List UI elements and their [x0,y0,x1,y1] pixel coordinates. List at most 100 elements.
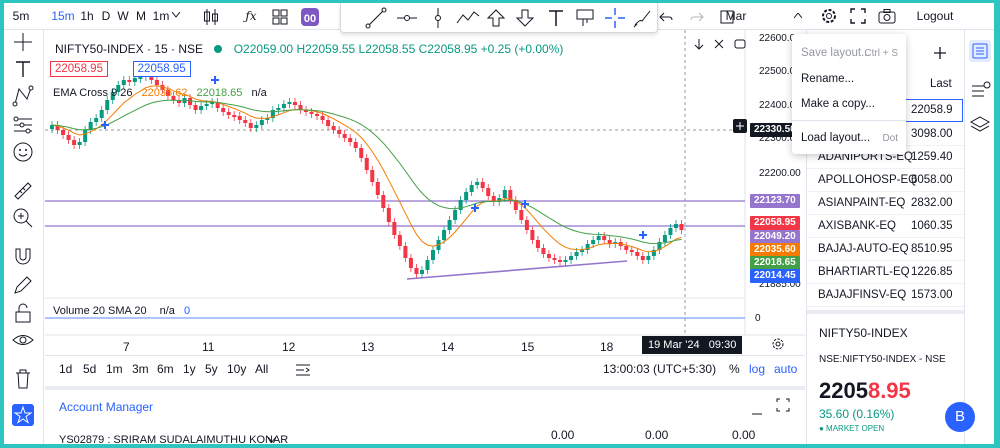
watchlist-row[interactable]: BHARTIARTL-EQ 1226.85 [807,261,965,284]
symbol-title[interactable]: NIFTY50-INDEX · 15 · NSE [55,42,204,56]
crosshair-icon[interactable] [604,7,626,29]
watchlist-row[interactable]: BAJAJ-AUTO-EQ 8510.95 [807,238,965,261]
close-icon[interactable] [712,37,726,51]
horizontal-line-icon[interactable] [396,7,418,29]
watchlist-row[interactable]: AXISBANK-EQ 1060.35 [807,215,965,238]
timeframe-5m[interactable]: 5m [12,9,30,23]
timeframe-1h[interactable]: 1h [80,9,94,23]
candle-body [635,252,640,256]
goto-date-icon[interactable] [295,363,311,377]
price-tick: 22400.00 [759,100,801,111]
arrow-down-icon[interactable] [692,37,706,51]
sell-price-button[interactable]: 22058.95 [50,61,108,77]
timeframe-15m[interactable]: 15m [51,9,75,23]
alerts-list-icon[interactable] [969,80,991,102]
menu-load-layout[interactable]: Load layout... [801,132,871,144]
lock-icon[interactable] [12,302,34,324]
eye-icon[interactable] [12,329,34,351]
shortcut-load: Dot [882,133,898,144]
arrow-down-icon[interactable] [514,7,536,29]
chevron-down-icon[interactable] [268,437,276,443]
candle-body [50,125,55,129]
path-icon[interactable] [455,7,481,29]
pencil-lock-icon[interactable] [12,274,34,296]
chevron-up-icon[interactable] [794,13,802,19]
vertical-line-icon[interactable] [427,7,449,29]
indicators-icon[interactable]: ƒx [245,9,257,23]
menu-divider [792,120,906,121]
arrow-up-icon[interactable] [485,7,507,29]
menu-rename[interactable]: Rename... [801,73,855,85]
gear-icon[interactable] [820,7,838,25]
timeframe-d[interactable]: D [101,9,111,23]
rectangle-icon[interactable] [720,10,734,24]
buy-price-button[interactable]: 22058.95 [132,61,191,77]
ruler-icon[interactable] [12,180,34,202]
drawing-toolbar [340,3,658,33]
text-tool-icon[interactable] [545,7,567,29]
templates-icon[interactable] [272,9,288,25]
logout-button[interactable]: Logout [916,9,954,23]
candle-body [276,108,281,110]
prediction-icon[interactable] [12,114,34,136]
volume-legend[interactable]: Volume 20 SMA 20 n/a 0 [53,305,190,317]
add-symbol-icon[interactable] [933,46,947,60]
timeframe-m[interactable]: M [136,9,146,23]
plus-circle-icon[interactable] [733,119,747,133]
menu-save-layout[interactable]: Save layout... [801,47,871,59]
account-user[interactable]: YS02879 : SRIRAM SUDALAIMUTHU KONAR [59,434,289,444]
fullscreen-icon[interactable] [776,398,790,412]
range-select[interactable]: Mar [725,9,747,23]
alert-icon[interactable]: 00 [300,7,320,27]
redo-icon[interactable] [690,11,704,23]
candle-body [359,148,364,158]
text-icon[interactable] [12,58,34,80]
maximize-icon[interactable] [733,37,747,51]
ema-legend[interactable]: EMA Cross 9 26 22035.62 22018.65 n/a [53,87,267,99]
price-chart[interactable] [45,30,805,355]
range-3m[interactable]: 3m [132,362,149,376]
range-1m[interactable]: 1m [106,362,123,376]
brush-icon[interactable] [632,7,654,29]
magnet-icon[interactable] [12,246,34,268]
settings-icon[interactable] [771,337,785,351]
range-5y[interactable]: 5y [205,362,218,376]
range-all[interactable]: All [255,362,269,376]
range-1d[interactable]: 1d [59,362,73,376]
range-1y[interactable]: 1y [183,362,196,376]
auto-toggle[interactable]: auto [774,362,798,376]
avatar[interactable]: B [945,402,975,432]
zoom-icon[interactable] [12,207,34,229]
candle-body [513,200,518,210]
selected-row[interactable]: 22058.9 [905,99,963,122]
layers-icon[interactable] [969,114,991,136]
log-toggle[interactable]: log [749,362,766,376]
camera-icon[interactable] [878,8,896,24]
candles-icon[interactable] [202,8,220,26]
watchlist-row[interactable]: ASIANPAINT-EQ 2832.00 [807,192,965,215]
watchlist-row[interactable]: ADANIPORTS-EQ 1259.40 [807,146,965,169]
pattern-icon[interactable] [12,85,34,107]
account-manager-title[interactable]: Account Manager [59,400,154,414]
watchlist-icon[interactable] [969,40,991,62]
chart-pane[interactable]: NIFTY50-INDEX · 15 · NSE O22059.00 H2205… [45,30,805,355]
undo-icon[interactable] [659,11,673,23]
trendline-icon[interactable] [365,7,387,29]
callout-icon[interactable] [574,7,596,29]
cursor-cross-icon[interactable] [12,31,34,53]
chevron-down-icon[interactable] [172,12,180,18]
range-10y[interactable]: 10y [227,362,247,376]
timeframe-1m[interactable]: 1m [152,9,170,23]
star-icon[interactable] [12,404,34,426]
trash-icon[interactable] [12,368,34,390]
watchlist-row[interactable]: BAJAJFINSV-EQ 1573.00 [807,284,965,307]
percent-toggle[interactable]: % [729,362,740,376]
emoji-icon[interactable] [12,141,34,163]
range-6m[interactable]: 6m [157,362,174,376]
minimize-icon[interactable] [751,404,763,416]
fullscreen-icon[interactable] [850,8,866,24]
timeframe-w[interactable]: W [117,9,129,23]
range-5d[interactable]: 5d [83,362,97,376]
watchlist-row[interactable]: APOLLOHOSP-EQ 6058.00 [807,169,965,192]
menu-make-copy[interactable]: Make a copy... [801,98,875,110]
